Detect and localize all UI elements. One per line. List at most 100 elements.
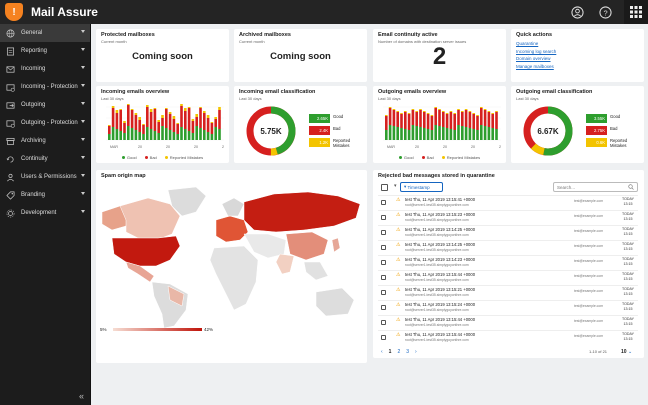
search-input[interactable]: Search...: [553, 182, 638, 192]
sidebar-item-continuity[interactable]: Continuity: [0, 150, 90, 168]
chevron-down-icon: [81, 138, 85, 141]
warning-icon: ⚠: [396, 332, 401, 338]
sidebar-item-incoming-protection[interactable]: Incoming - Protection: [0, 78, 90, 96]
classification-row: 1.2K Reported Mistakes: [309, 138, 355, 148]
apps-grid-icon[interactable]: [624, 0, 648, 24]
donut-total: 5.75K: [260, 127, 282, 136]
outgoing-icon: [5, 100, 15, 110]
bar-segment: [476, 116, 479, 130]
sidebar-item-label: General: [21, 30, 43, 36]
message-recipient: test@example.com: [574, 304, 604, 308]
bar-segment: [468, 111, 472, 112]
classification-value: 2.4K: [309, 126, 330, 135]
message-subject: test Thu, 11 Apr 2019 13:15:23 +0000: [405, 212, 476, 217]
bar-segment: [423, 111, 426, 112]
page-link[interactable]: 3: [406, 349, 410, 355]
page-link[interactable]: 2: [397, 349, 401, 355]
card-value: 2: [432, 43, 447, 70]
row-checkbox[interactable]: [381, 275, 386, 280]
sidebar-item-reporting[interactable]: Reporting: [0, 42, 90, 60]
row-checkbox[interactable]: [381, 320, 386, 325]
help-icon[interactable]: ?: [596, 3, 614, 21]
row-checkbox[interactable]: [381, 290, 386, 295]
bar-segment: [168, 130, 172, 140]
sidebar-item-branding[interactable]: Branding: [0, 186, 90, 204]
bar-segment: [134, 113, 138, 115]
sidebar-item-label: Branding: [21, 192, 46, 198]
bar-segment: [214, 127, 217, 140]
card-title: Rejected bad messages stored in quaranti…: [378, 173, 495, 179]
bar-segment: [449, 111, 453, 112]
table-row[interactable]: ⚠ test Thu, 11 Apr 2019 13:15:21 +0000 roo…: [378, 285, 638, 298]
card-title: Outgoing email classification: [516, 89, 593, 95]
bar-segment: [127, 105, 130, 126]
message-time: TODAY 13:15: [621, 272, 635, 281]
bar-segment: [149, 112, 153, 129]
bar-segment: [392, 126, 396, 140]
select-all-checkbox[interactable]: [381, 184, 388, 191]
sidebar-item-general[interactable]: General: [0, 24, 90, 42]
warning-icon: ⚠: [396, 317, 401, 323]
row-checkbox[interactable]: [381, 245, 386, 250]
collapse-sidebar-button[interactable]: «: [78, 391, 84, 401]
bar-segment: [187, 107, 191, 108]
sort-down-icon: ▾: [404, 184, 407, 189]
sort-timestamp-button[interactable]: ▾ Timestamp: [400, 182, 443, 192]
bar-segment: [149, 109, 153, 112]
bar-segment: [161, 118, 164, 126]
bar-segment: [495, 129, 498, 140]
sidebar-item-development[interactable]: Development: [0, 204, 90, 222]
table-row[interactable]: ⚠ test Thu, 11 Apr 2019 13:15:44 +0000 roo…: [378, 270, 638, 283]
quick-action-link[interactable]: Quarantine: [516, 41, 539, 46]
x-tick-label: 20: [443, 145, 447, 149]
bar-segment: [476, 130, 479, 140]
sidebar-item-incoming[interactable]: Incoming: [0, 60, 90, 78]
sidebar-item-users-permissions[interactable]: Users & Permissions: [0, 168, 90, 186]
table-row[interactable]: ⚠ test Thu, 11 Apr 2019 13:14:25 +0000 roo…: [378, 225, 638, 238]
table-row[interactable]: ⚠ test Thu, 11 Apr 2019 13:14:23 +0000 roo…: [378, 255, 638, 268]
sidebar-item-archiving[interactable]: Archiving: [0, 132, 90, 150]
row-checkbox[interactable]: [381, 305, 386, 310]
per-page-select[interactable]: 10 ⌄: [621, 349, 633, 355]
bar-segment: [172, 116, 176, 119]
warning-icon: ⚠: [396, 212, 401, 218]
quick-action-link[interactable]: Incoming log search: [516, 48, 557, 54]
table-row[interactable]: ⚠ test Thu, 11 Apr 2019 13:15:23 +0000 roo…: [378, 210, 638, 223]
quick-action-link[interactable]: Manage mailboxes: [516, 63, 554, 69]
sidebar-item-outgoing[interactable]: Outgoing: [0, 96, 90, 114]
dropdown-chevron-icon[interactable]: ▾: [394, 183, 397, 189]
bar-segment: [415, 112, 418, 126]
next-page-icon[interactable]: ›: [415, 349, 417, 355]
row-checkbox[interactable]: [381, 260, 386, 265]
bar-segment: [434, 125, 437, 140]
quick-action-link[interactable]: Domain overview: [516, 56, 551, 62]
row-checkbox[interactable]: [381, 200, 386, 205]
branding-icon: [5, 190, 15, 200]
table-row[interactable]: ⚠ test Thu, 11 Apr 2019 13:15:44 +0000 roo…: [378, 330, 638, 343]
prev-page-icon[interactable]: ‹: [381, 349, 383, 355]
table-row[interactable]: ⚠ test Thu, 11 Apr 2019 13:14:25 +0000 roo…: [378, 240, 638, 253]
bar-segment: [157, 133, 160, 140]
table-row[interactable]: ⚠ test Thu, 11 Apr 2019 13:15:24 +0000 roo…: [378, 300, 638, 313]
bar-segment: [180, 104, 183, 106]
row-checkbox[interactable]: [381, 215, 386, 220]
message-time: TODAY 13:15: [621, 302, 635, 311]
card-title: Outgoing emails overview: [378, 89, 447, 95]
user-icon[interactable]: [568, 3, 586, 21]
message-time: TODAY 13:15: [621, 197, 635, 206]
table-row[interactable]: ⚠ test Thu, 11 Apr 2019 13:15:44 +0000 roo…: [378, 315, 638, 328]
page-link[interactable]: 1: [388, 349, 392, 355]
message-time: TODAY 13:15: [621, 227, 635, 236]
bar-segment: [438, 126, 441, 140]
bar-segment: [127, 104, 130, 105]
table-row[interactable]: ⚠ test Thu, 11 Apr 2019 13:15:41 +0000 roo…: [378, 195, 638, 208]
bar-segment: [206, 132, 210, 140]
outgoing-donut-chart: 6.67K: [523, 106, 573, 156]
bar-segment: [495, 112, 498, 129]
row-checkbox[interactable]: [381, 230, 386, 235]
x-tick-label: 20: [471, 145, 475, 149]
classification-value: 1.2K: [309, 138, 330, 147]
row-checkbox[interactable]: [381, 335, 386, 340]
classification-value: 2.75K: [586, 126, 607, 135]
sidebar-item-outgoing-protection[interactable]: Outgoing - Protection: [0, 114, 90, 132]
